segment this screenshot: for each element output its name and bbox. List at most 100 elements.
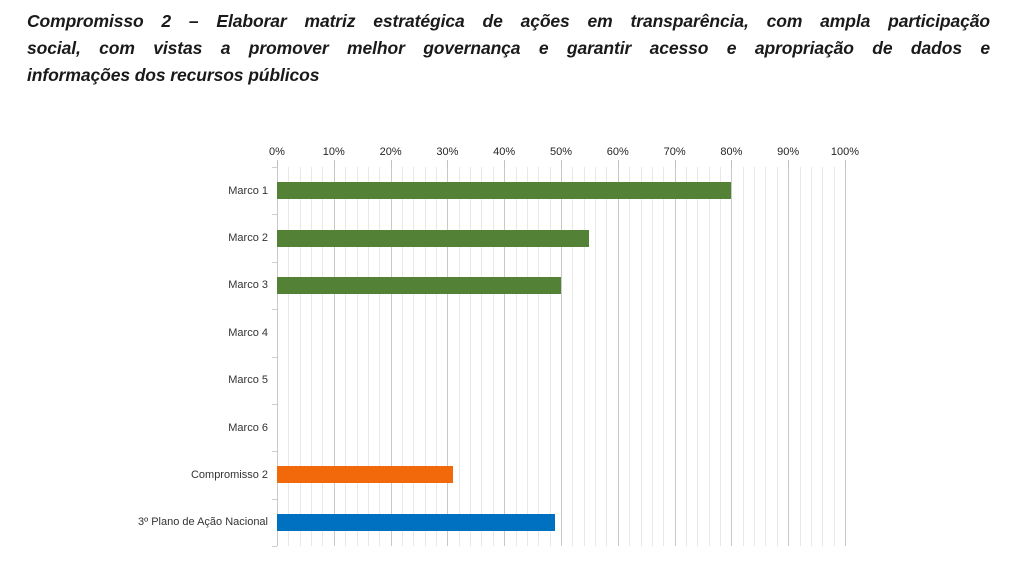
gridline-major	[561, 167, 562, 546]
x-axis-tick-mark	[731, 160, 733, 167]
gridline-minor	[436, 167, 438, 546]
category-label: Marco 2	[228, 232, 268, 245]
gridline-major	[447, 167, 449, 546]
gridline-minor	[481, 167, 483, 546]
gridline-minor	[810, 167, 812, 546]
category-axis-tick-mark	[272, 261, 277, 263]
gridline-minor	[651, 167, 653, 546]
x-axis-tick-label: 30%	[436, 146, 459, 158]
category-label: Compromisso 2	[190, 468, 268, 481]
x-axis-tick-mark	[788, 160, 790, 167]
gridline-minor	[379, 167, 381, 546]
gridline-minor	[663, 167, 665, 546]
gridline-minor	[458, 167, 460, 546]
gridline-minor	[538, 167, 540, 546]
category-label: Marco 6	[228, 421, 268, 434]
title-line-3: informações dos recursos públicos	[27, 65, 320, 85]
category-axis-tick-mark	[272, 546, 277, 547]
gridline-minor	[583, 167, 585, 546]
gridline-major	[333, 167, 335, 546]
category-label: Marco 1	[228, 184, 268, 197]
gridline-minor	[640, 167, 642, 546]
gridline-minor	[708, 167, 710, 546]
gridline-minor	[401, 167, 403, 546]
category-label: Marco 5	[228, 374, 268, 387]
chart-title: Compromisso 2 – Elaborar matriz estratég…	[27, 8, 990, 89]
gridline-minor	[288, 167, 290, 546]
gridline-minor	[299, 167, 301, 546]
gridline-minor	[822, 167, 824, 546]
x-axis-tick-label: 10%	[322, 146, 345, 158]
gridline-major	[674, 167, 676, 546]
title-line-2: social, com vistas a promover melhor gov…	[27, 38, 990, 58]
gridline-minor	[685, 167, 687, 546]
gridline-minor	[742, 167, 744, 546]
x-axis-tick-mark	[561, 160, 562, 167]
category-axis-tick-mark	[272, 498, 277, 500]
gridline-minor	[629, 167, 631, 546]
gridline-minor	[572, 167, 574, 546]
category-axis-tick-mark	[272, 451, 277, 453]
gridline-minor	[776, 167, 778, 546]
x-axis-tick-mark	[845, 160, 846, 167]
gridline-minor	[720, 167, 722, 546]
gridline-minor	[424, 167, 426, 546]
x-axis-tick-mark	[333, 160, 335, 167]
bar	[277, 513, 556, 531]
gridline-minor	[470, 167, 472, 546]
category-label: Marco 4	[228, 326, 268, 339]
gridline-minor	[345, 167, 347, 546]
category-axis-tick-mark	[272, 403, 277, 405]
bar	[277, 229, 590, 247]
gridline-minor	[697, 167, 699, 546]
gridline-major	[788, 167, 790, 546]
category-axis-tick-mark	[272, 214, 277, 216]
x-axis-tick-label: 0%	[269, 146, 285, 158]
gridline-major	[390, 167, 392, 546]
x-axis-tick-label: 50%	[549, 146, 573, 158]
x-axis-tick-label: 40%	[493, 146, 516, 158]
title-line-1: Compromisso 2 – Elaborar matriz estratég…	[27, 11, 990, 31]
gridline-major	[845, 167, 846, 546]
bar	[277, 466, 454, 484]
gridline-minor	[799, 167, 801, 546]
x-axis-tick-label: 90%	[777, 146, 800, 158]
x-axis-tick-mark	[277, 160, 278, 167]
gridline-minor	[765, 167, 767, 546]
gridline-minor	[833, 167, 835, 546]
bar	[277, 182, 732, 200]
gridline-minor	[492, 167, 494, 546]
category-label: Marco 3	[228, 279, 268, 292]
gridline-minor	[606, 167, 608, 546]
gridline-minor	[367, 167, 369, 546]
x-axis-tick-label: 20%	[379, 146, 402, 158]
category-axis-tick-mark	[272, 309, 277, 311]
gridline-minor	[526, 167, 528, 546]
x-axis-tick-mark	[617, 160, 619, 167]
gridline-minor	[549, 167, 551, 546]
x-axis-tick-label: 80%	[720, 146, 743, 158]
plot-area	[277, 167, 846, 546]
gridline-minor	[595, 167, 597, 546]
gridline-major	[617, 167, 619, 546]
x-axis-tick-mark	[504, 160, 506, 167]
category-label: 3º Plano de Ação Nacional	[138, 516, 268, 529]
gridline-minor	[754, 167, 756, 546]
x-axis-tick-mark	[390, 160, 392, 167]
gridline-major	[277, 167, 278, 546]
gridline-minor	[356, 167, 358, 546]
x-axis-tick-mark	[447, 160, 449, 167]
gridline-minor	[322, 167, 324, 546]
gridline-minor	[413, 167, 415, 546]
category-axis-tick-mark	[272, 167, 277, 168]
gridline-major	[504, 167, 506, 546]
category-axis-tick-mark	[272, 356, 277, 358]
x-axis-tick-label: 70%	[663, 146, 686, 158]
x-axis-tick-mark	[674, 160, 676, 167]
gridline-minor	[515, 167, 517, 546]
x-axis-tick-label: 60%	[606, 146, 629, 158]
x-axis-tick-label: 100%	[830, 146, 860, 158]
bar	[277, 276, 561, 294]
